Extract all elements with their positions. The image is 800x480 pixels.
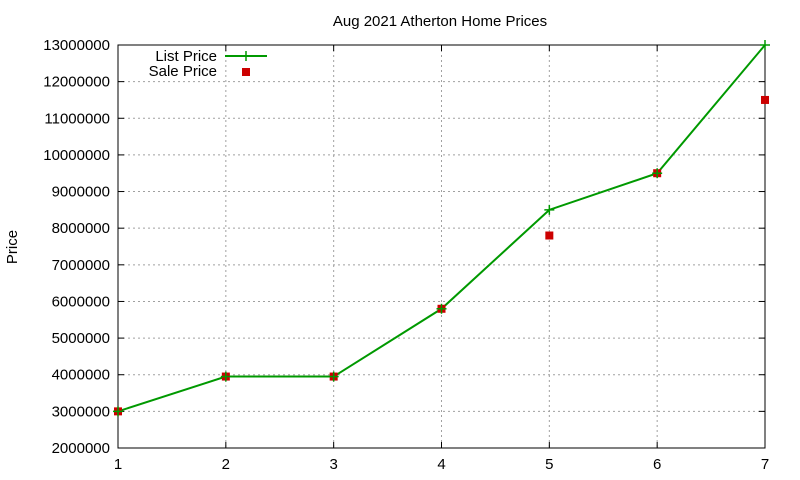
y-axis-label: Price <box>4 230 21 264</box>
legend-label-list-price: List Price <box>155 48 217 65</box>
y-tick-label: 2000000 <box>52 440 110 457</box>
list-price-point <box>652 168 663 179</box>
x-tick-label: 2 <box>222 456 230 473</box>
data-series <box>113 40 770 417</box>
y-tick-label: 9000000 <box>52 184 110 201</box>
y-tick-label: 4000000 <box>52 367 110 384</box>
x-tick-label: 1 <box>114 456 122 473</box>
y-tick-label: 3000000 <box>52 403 110 420</box>
sale-price-point <box>761 95 769 104</box>
plot-frame <box>117 44 766 449</box>
y-tick-label: 10000000 <box>43 147 110 164</box>
y-tick-label: 5000000 <box>52 330 110 347</box>
x-tick-label: 5 <box>545 456 553 473</box>
y-tick-label: 6000000 <box>52 293 110 310</box>
x-tick-label: 6 <box>653 456 661 473</box>
y-tick-label: 7000000 <box>52 257 110 274</box>
y-tick-label: 13000000 <box>43 37 110 54</box>
x-tick-label: 7 <box>761 456 769 473</box>
legend-label-sale-price: Sale Price <box>149 63 217 80</box>
list-price-point <box>544 204 555 215</box>
x-tick-label: 3 <box>329 456 337 473</box>
y-tick-label: 12000000 <box>43 74 110 91</box>
list-price-point <box>760 40 770 50</box>
legend-swatch-sale-price <box>242 68 250 76</box>
y-tick-label: 11000000 <box>44 110 110 127</box>
list-price-point <box>328 371 339 382</box>
chart-title: Aug 2021 Atherton Home Prices <box>333 13 547 30</box>
y-tick-label: 8000000 <box>52 220 110 237</box>
list-price-point <box>220 371 231 382</box>
list-price-point <box>436 303 447 314</box>
axes: 2000000 3000000 4000000 5000000 6000000 70000… <box>43 37 769 473</box>
list-price-point <box>113 406 123 417</box>
sale-price-point <box>545 231 554 240</box>
grid-lines <box>118 45 765 448</box>
x-tick-label: 4 <box>437 456 445 473</box>
